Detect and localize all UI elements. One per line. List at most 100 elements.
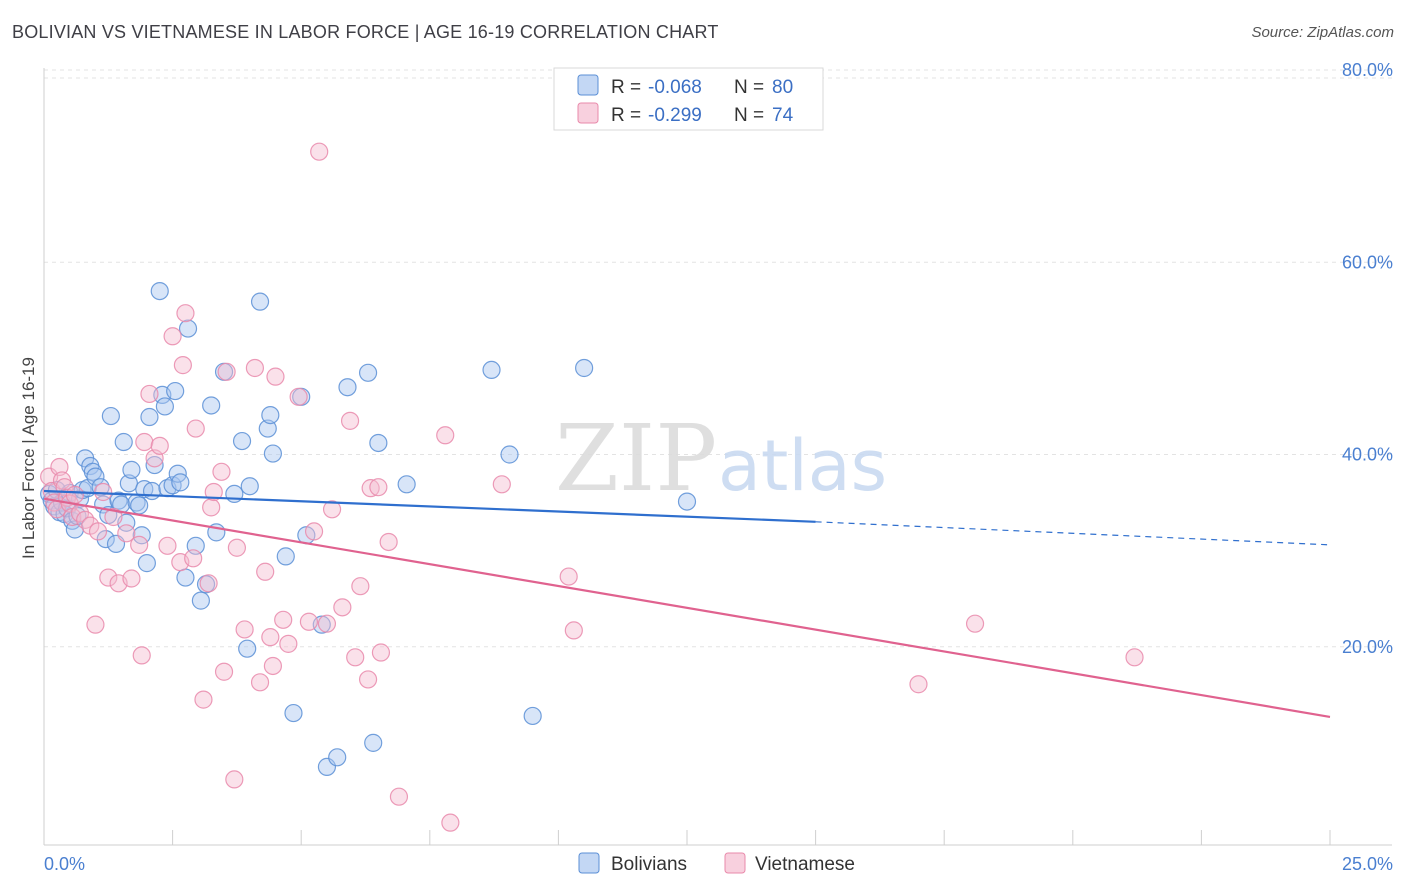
legend-n-label: N = bbox=[734, 105, 764, 126]
point-vietnamese bbox=[965, 614, 985, 633]
bottom-legend-bolivians: Bolivians bbox=[611, 854, 687, 875]
point-vietnamese bbox=[1125, 648, 1144, 667]
point-vietnamese bbox=[163, 327, 182, 346]
point-vietnamese bbox=[274, 610, 293, 629]
point-bolivians bbox=[338, 378, 357, 397]
point-vietnamese bbox=[361, 479, 380, 498]
point-vietnamese bbox=[150, 436, 169, 455]
point-bolivians bbox=[155, 397, 174, 416]
x-tick-label: 0.0% bbox=[44, 854, 85, 874]
point-vietnamese bbox=[217, 362, 236, 381]
bottom-legend-swatch-vietnamese bbox=[724, 852, 746, 874]
point-vietnamese bbox=[130, 535, 149, 554]
point-bolivians bbox=[328, 748, 347, 767]
point-bolivians bbox=[142, 481, 162, 501]
y-tick-label: 40.0% bbox=[1342, 445, 1393, 465]
point-bolivians bbox=[122, 460, 141, 479]
point-bolivians bbox=[284, 703, 303, 723]
point-bolivians bbox=[91, 478, 110, 497]
trend-lines bbox=[43, 489, 1331, 719]
point-vietnamese bbox=[492, 475, 511, 494]
point-bolivians bbox=[677, 492, 697, 511]
point-vietnamese bbox=[441, 813, 460, 832]
point-bolivians bbox=[250, 292, 270, 311]
point-bolivians bbox=[83, 462, 102, 481]
point-vietnamese bbox=[122, 569, 141, 588]
point-vietnamese bbox=[184, 549, 203, 568]
point-vietnamese bbox=[50, 457, 69, 477]
bottom-legend-vietnamese: Vietnamese bbox=[755, 854, 855, 875]
point-bolivians bbox=[176, 568, 195, 587]
point-vietnamese bbox=[389, 787, 409, 806]
point-bolivians bbox=[523, 706, 542, 726]
point-vietnamese bbox=[117, 524, 136, 543]
point-bolivians bbox=[358, 363, 378, 382]
watermark: ZIP atlas bbox=[555, 405, 887, 512]
point-bolivians bbox=[232, 431, 252, 451]
point-vietnamese bbox=[199, 574, 218, 593]
point-bolivians bbox=[130, 496, 149, 515]
point-vietnamese bbox=[317, 614, 337, 633]
point-vietnamese bbox=[202, 498, 221, 517]
point-bolivians bbox=[86, 467, 105, 486]
point-vietnamese bbox=[104, 507, 123, 527]
point-vietnamese bbox=[289, 387, 308, 406]
y-axis-label: In Labor Force | Age 16-19 bbox=[19, 357, 38, 559]
point-bolivians bbox=[114, 432, 133, 452]
trend-line-bolivians-extension bbox=[815, 521, 1331, 546]
point-bolivians bbox=[166, 381, 185, 401]
point-vietnamese bbox=[76, 510, 95, 529]
point-vietnamese bbox=[212, 462, 231, 481]
y-tick-label: 60.0% bbox=[1342, 252, 1393, 272]
point-vietnamese bbox=[214, 662, 234, 681]
point-vietnamese bbox=[99, 568, 118, 587]
point-vietnamese bbox=[263, 656, 283, 676]
point-bolivians bbox=[369, 433, 388, 453]
legend-r-label: R = bbox=[611, 77, 641, 98]
y-tick-label: 20.0% bbox=[1342, 637, 1393, 657]
point-bolivians bbox=[364, 733, 383, 752]
point-bolivians bbox=[258, 419, 277, 438]
point-bolivians bbox=[191, 591, 210, 610]
point-bolivians bbox=[140, 407, 159, 427]
point-vietnamese bbox=[132, 646, 151, 665]
point-vietnamese bbox=[204, 482, 223, 502]
legend-swatch-vietnamese bbox=[577, 102, 599, 124]
x-tick-label: 25.0% bbox=[1342, 854, 1393, 874]
axis-ticks: 20.0% 40.0% 60.0% 80.0% 0.0% 25.0% bbox=[44, 60, 1393, 874]
point-vietnamese bbox=[256, 562, 275, 581]
point-vietnamese bbox=[909, 675, 928, 694]
point-bolivians bbox=[96, 529, 115, 549]
point-bolivians bbox=[263, 444, 283, 463]
point-vietnamese bbox=[186, 419, 205, 438]
point-bolivians bbox=[500, 445, 519, 464]
point-vietnamese bbox=[86, 615, 105, 634]
point-vietnamese bbox=[310, 142, 329, 161]
legend-r-value: -0.068 bbox=[648, 77, 702, 98]
series-vietnamese-points bbox=[40, 142, 1144, 832]
point-vietnamese bbox=[351, 577, 370, 596]
point-vietnamese bbox=[94, 482, 113, 502]
bottom-legend-swatch-bolivians bbox=[578, 852, 600, 874]
y-tick-label: 80.0% bbox=[1342, 60, 1393, 80]
point-bolivians bbox=[261, 405, 280, 425]
point-bolivians bbox=[137, 554, 156, 573]
legend-box: R = -0.068 N = 80 R = -0.299 N = 74 bbox=[553, 67, 824, 131]
point-vietnamese bbox=[333, 598, 352, 617]
point-vietnamese bbox=[279, 634, 298, 653]
point-vietnamese bbox=[371, 643, 391, 662]
point-vietnamese bbox=[369, 478, 388, 497]
legend-r-label: R = bbox=[611, 105, 641, 126]
point-bolivians bbox=[397, 475, 416, 494]
legend-n-label: N = bbox=[734, 77, 764, 98]
point-vietnamese bbox=[65, 485, 84, 504]
point-bolivians bbox=[145, 455, 164, 475]
point-vietnamese bbox=[564, 621, 583, 640]
watermark-atlas: atlas bbox=[718, 425, 887, 507]
point-vietnamese bbox=[304, 522, 324, 541]
point-vietnamese bbox=[173, 356, 192, 375]
point-vietnamese bbox=[88, 522, 108, 541]
legend-r-value: -0.299 bbox=[648, 105, 702, 126]
chart-title: BOLIVIAN VS VIETNAMESE IN LABOR FORCE | … bbox=[12, 22, 719, 42]
